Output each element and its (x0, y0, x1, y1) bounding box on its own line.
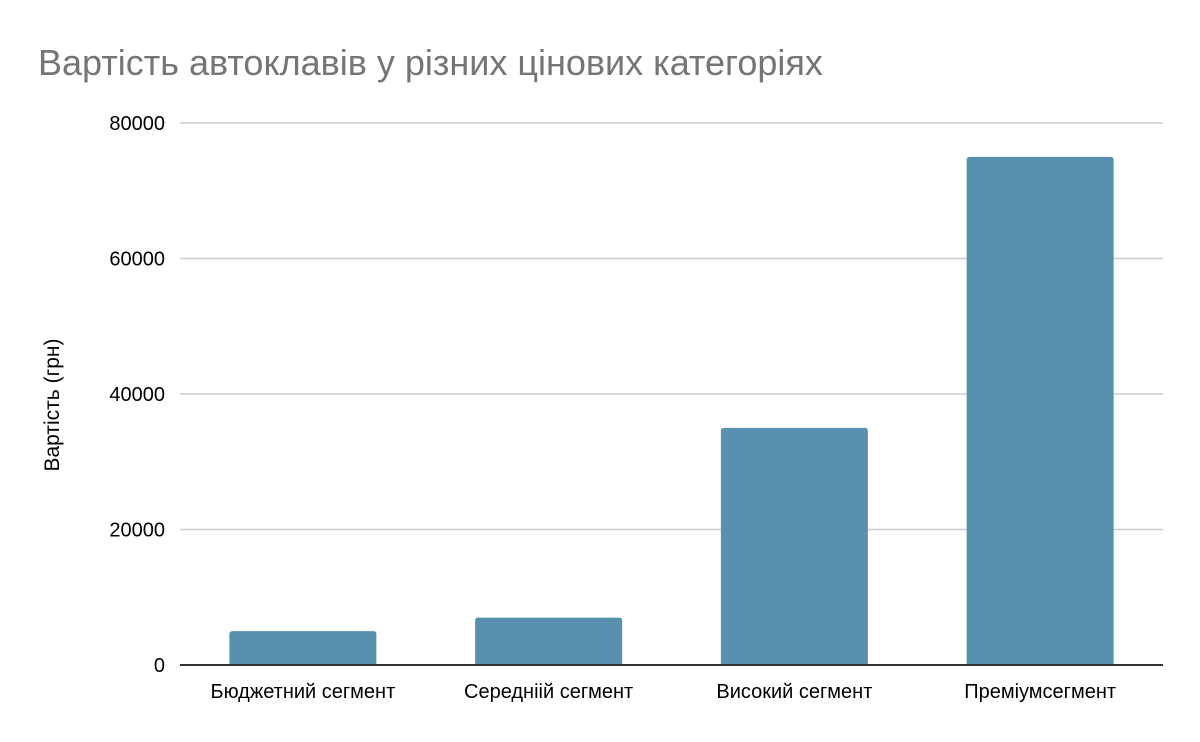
y-axis-ticks: 0 20000 40000 60000 80000 (109, 113, 165, 677)
x-tick-label: Середніій сегмент (464, 681, 633, 703)
bars (229, 156, 1114, 665)
bar (475, 617, 623, 665)
y-tick-label: 60000 (109, 249, 165, 271)
y-tick-label: 40000 (109, 384, 165, 406)
bar (966, 156, 1114, 665)
x-tick-label: Преміумсегмент (964, 681, 1116, 703)
y-axis-label: Вартість (грн) (41, 338, 64, 471)
y-tick-label: 0 (154, 655, 165, 677)
bar (720, 427, 868, 665)
x-tick-label: Бюджетний сегмент (210, 681, 395, 703)
chart-title: Вартість автоклавів у різних цінових кат… (38, 42, 823, 83)
y-tick-label: 80000 (109, 113, 165, 135)
y-tick-label: 20000 (109, 520, 165, 542)
x-axis-ticks: Бюджетний сегмент Середніій сегмент Високи… (210, 681, 1116, 703)
x-tick-label: Високий сегмент (716, 681, 872, 703)
bar (229, 631, 377, 665)
